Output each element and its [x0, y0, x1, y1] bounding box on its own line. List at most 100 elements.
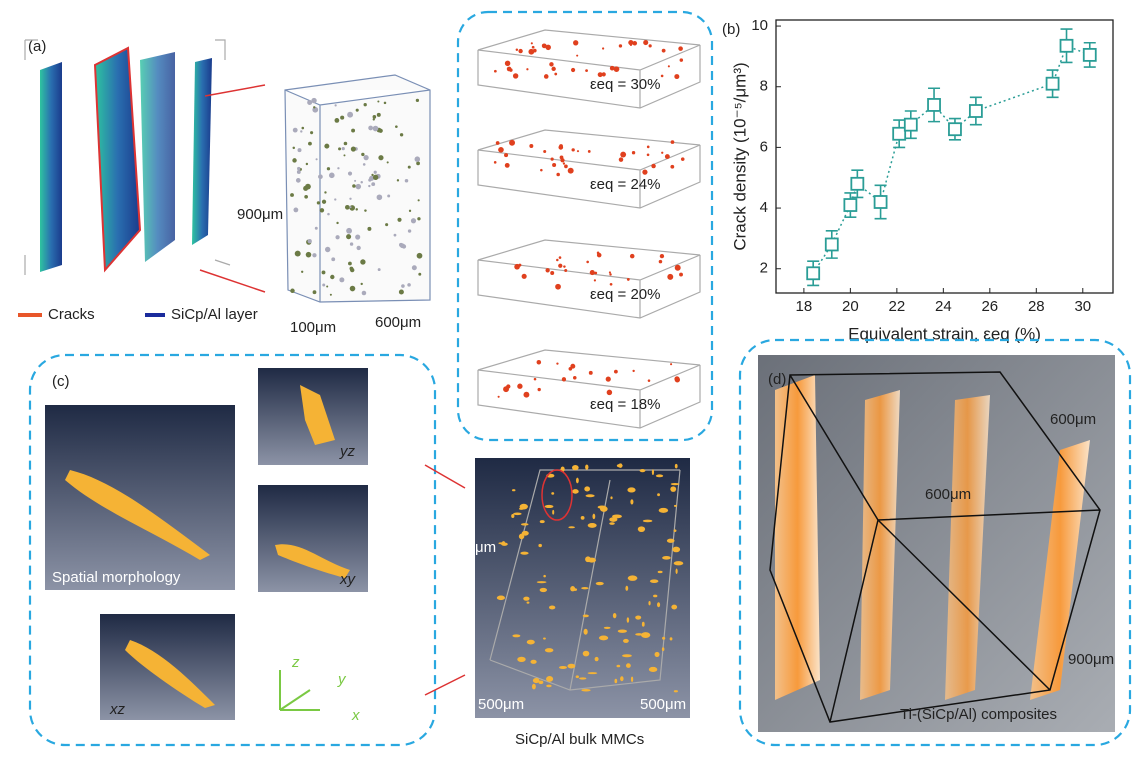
sample-box	[285, 75, 430, 302]
crack	[632, 151, 635, 154]
dim-label: 500μm	[478, 696, 524, 713]
particle	[409, 210, 411, 212]
slab-box	[478, 240, 700, 318]
crack	[567, 664, 575, 669]
particle	[354, 180, 356, 182]
crack	[610, 496, 612, 499]
crack	[672, 547, 680, 553]
crack	[505, 61, 510, 66]
particle	[297, 170, 301, 174]
particle	[324, 191, 326, 193]
particle	[322, 270, 326, 274]
particle	[301, 127, 304, 130]
crack	[671, 605, 677, 610]
particle	[417, 217, 420, 220]
crack	[681, 157, 685, 161]
crack	[512, 634, 520, 637]
crack	[538, 388, 541, 391]
crack	[675, 265, 681, 271]
particle	[373, 126, 379, 132]
particle	[308, 142, 312, 146]
crack	[662, 556, 671, 560]
crack	[661, 75, 664, 78]
dim-label: 600μm	[375, 314, 421, 331]
crack	[592, 514, 595, 519]
particle	[418, 199, 420, 201]
crack	[573, 376, 577, 380]
crack	[563, 162, 565, 164]
data-point	[1084, 49, 1096, 61]
crack	[530, 660, 536, 664]
crack	[631, 677, 633, 682]
particle	[416, 161, 420, 165]
x-tick-label: 28	[1028, 298, 1045, 315]
crack	[505, 163, 510, 168]
crack	[586, 494, 595, 497]
crack	[667, 274, 673, 280]
data-point	[1047, 78, 1059, 90]
legend-label: SiCp/Al layer	[171, 306, 258, 323]
figure: (a) 900μm 100μm 600μm Cracks SiCp/Al lay…	[0, 0, 1137, 756]
particle	[327, 213, 330, 216]
crack	[650, 579, 658, 583]
crack	[594, 279, 596, 281]
particle	[316, 158, 318, 160]
crack	[676, 569, 678, 574]
particle	[363, 155, 368, 160]
crack	[523, 597, 529, 601]
particle	[394, 234, 397, 237]
layer-render	[25, 40, 265, 292]
crack	[576, 55, 578, 57]
data-point	[893, 128, 905, 140]
panel-label: (c)	[52, 373, 70, 390]
crack	[579, 677, 586, 679]
particle	[360, 181, 362, 183]
dim-label: 600μm	[1050, 411, 1096, 428]
crack	[513, 73, 518, 78]
data-point	[844, 199, 856, 211]
particle	[374, 171, 377, 174]
crack	[520, 552, 528, 555]
particle	[352, 184, 356, 188]
crack	[630, 44, 632, 46]
particle	[297, 167, 300, 170]
strain-label: εeq = 24%	[590, 176, 661, 193]
data-point	[875, 196, 887, 208]
particle	[293, 147, 295, 149]
crack	[543, 638, 546, 640]
crack	[534, 378, 537, 381]
particle	[331, 257, 335, 261]
particle	[417, 253, 423, 259]
crack	[597, 252, 600, 255]
particle	[301, 271, 303, 273]
particle	[326, 285, 328, 287]
crack	[643, 520, 653, 523]
dim-label: 900μm	[1068, 651, 1114, 668]
crack	[616, 665, 620, 668]
crack	[643, 40, 648, 45]
crack	[659, 260, 663, 264]
crack	[674, 74, 679, 79]
crack	[607, 390, 612, 395]
crack	[596, 582, 604, 585]
crack	[550, 271, 554, 275]
particle	[387, 194, 390, 197]
crack	[551, 492, 554, 495]
crack	[612, 514, 622, 518]
crack	[583, 615, 589, 618]
particle	[399, 289, 404, 294]
particle	[407, 283, 411, 287]
crack	[625, 586, 628, 591]
crack	[588, 523, 597, 528]
crack	[513, 513, 521, 516]
y-tick-label: 4	[760, 199, 768, 216]
crack	[613, 613, 617, 618]
crack	[667, 539, 675, 543]
crack	[545, 505, 554, 508]
crack	[661, 152, 663, 154]
crack	[674, 690, 678, 692]
particle	[322, 284, 325, 287]
particle	[357, 246, 361, 250]
particle	[304, 195, 308, 199]
crack	[584, 486, 590, 491]
